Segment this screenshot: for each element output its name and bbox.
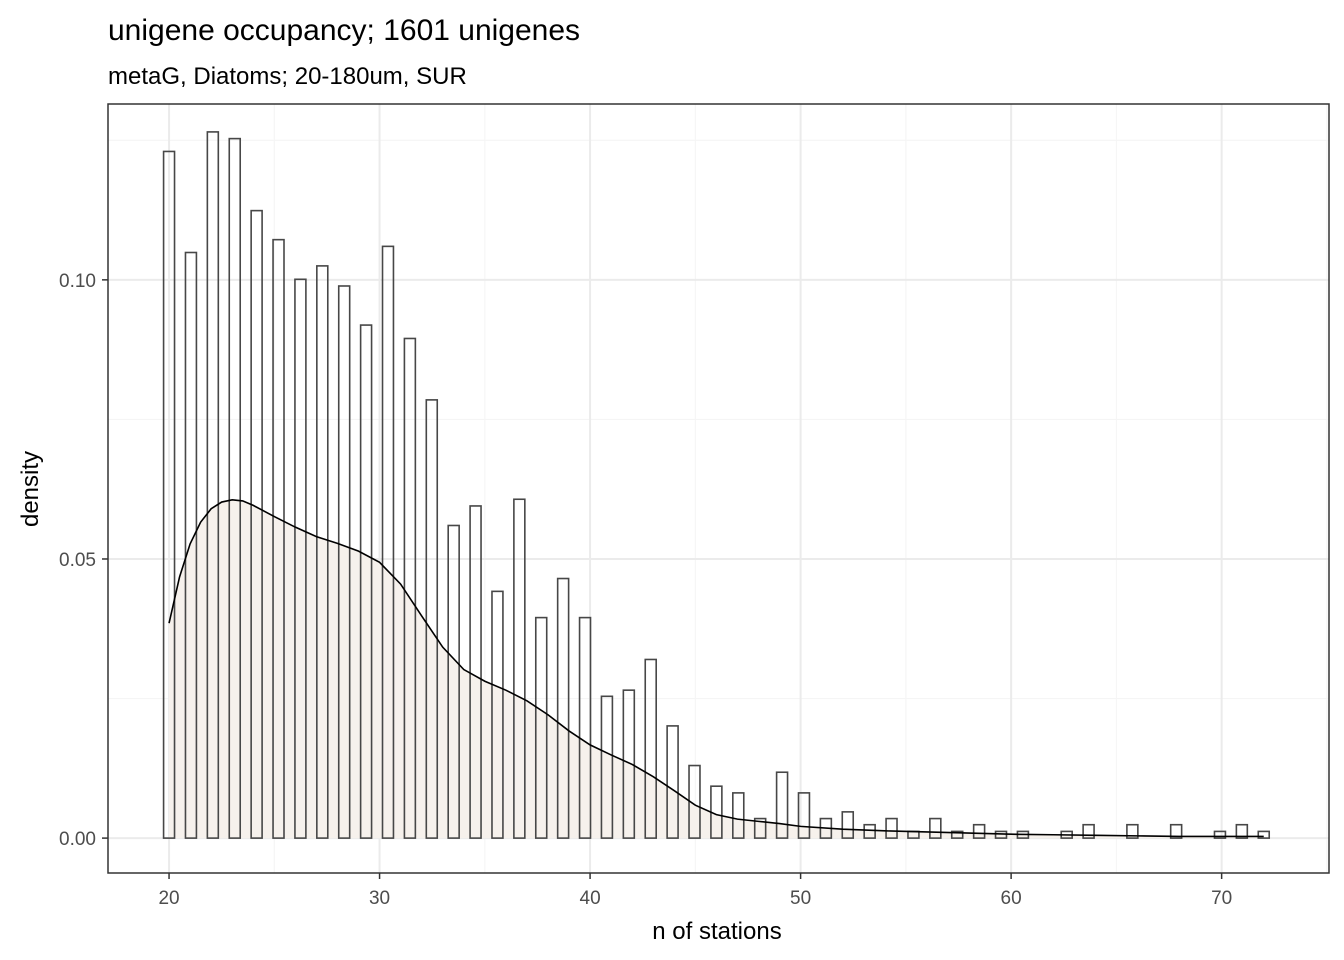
histogram-bar [753,817,767,839]
histogram-bar [1213,830,1227,839]
histogram-bar [556,577,570,839]
histogram-bar [622,689,636,839]
histogram-bar [381,245,395,839]
histogram-bar [863,823,876,839]
histogram-bar [491,590,504,839]
histogram-bar [841,811,855,839]
histogram-bar [425,399,439,839]
panel-border [107,103,1330,874]
y-tick-label: 0.10 [59,271,96,292]
histogram-bar [732,792,745,839]
histogram-bar [885,817,898,839]
histogram-bar [578,616,592,839]
histogram-bar [228,137,242,839]
histogram-bar [534,616,548,839]
histogram-bar [294,278,307,839]
histogram-bar [403,337,417,839]
histogram-bar [272,238,285,839]
x-tick-label: 20 [158,888,179,909]
histogram-bar [469,505,482,839]
y-axis-title: density [17,451,44,527]
density-line [168,498,1264,838]
histogram-bar [929,817,942,839]
histogram-bar [797,792,811,839]
histogram-bar [1235,823,1249,839]
histogram-bar [447,524,460,839]
chart-title: unigene occupancy; 1601 unigenes [108,14,580,47]
plot-panel: 20 30 40 50 60 70 0.00 0.05 0.10 [59,103,1330,909]
y-tick-label: 0.00 [59,829,96,850]
histogram-bar [950,830,964,839]
histogram-bar [1169,823,1183,839]
x-tick-label: 40 [580,888,601,909]
x-tick-label: 60 [1001,888,1022,909]
histogram-bar [316,265,329,839]
histogram-bar [600,695,614,839]
density-area [169,499,1264,839]
histogram-bar [206,131,220,839]
histogram-bar [1082,823,1095,839]
histogram-bar [688,764,701,839]
y-tick-label: 0.05 [59,550,96,571]
histogram-bar [775,771,789,839]
histogram-bar [184,251,198,839]
histogram-bar [1257,830,1271,839]
histogram-bar [162,150,176,839]
x-tick-label: 50 [790,888,811,909]
histogram-bar [666,725,679,839]
histogram-bar [972,823,986,839]
chart-subtitle: metaG, Diatoms; 20-180um, SUR [108,63,467,90]
histogram-bar [337,285,351,839]
histogram-bar [359,324,373,839]
histogram-bar [644,658,657,839]
x-tick-label: 30 [369,888,390,909]
x-axis-title: n of stations [652,918,781,945]
x-tick-label: 70 [1211,888,1232,909]
histogram-bar [513,498,526,839]
histogram-bar [1126,823,1139,839]
histogram-bar [250,209,263,839]
